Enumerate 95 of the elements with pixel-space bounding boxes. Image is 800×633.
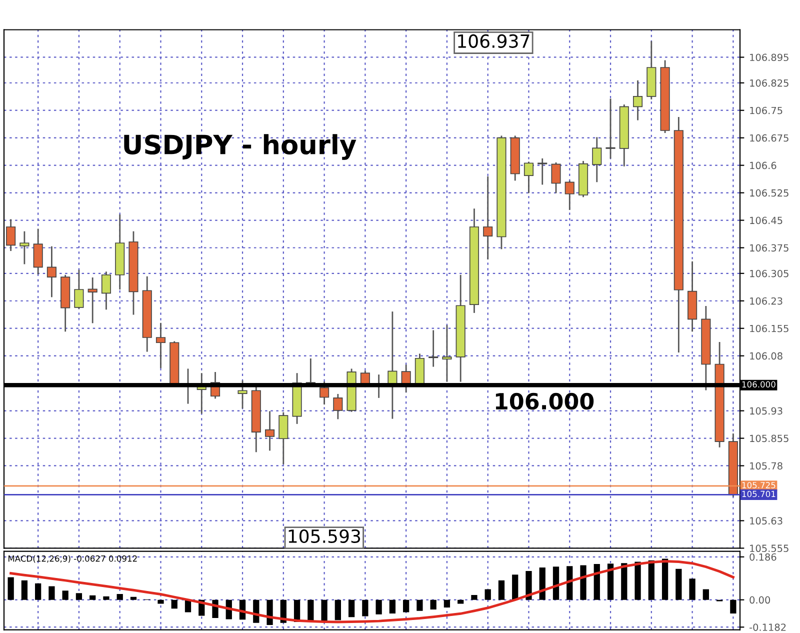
bar — [21, 580, 28, 600]
bar — [376, 600, 382, 614]
bar — [430, 600, 436, 610]
bar — [526, 570, 532, 600]
bar — [634, 562, 641, 600]
candlestick — [278, 412, 288, 464]
bar — [103, 596, 110, 600]
bar — [471, 594, 478, 600]
y-tick-label: 106.375 — [750, 244, 788, 252]
candlestick — [264, 411, 275, 451]
bar — [552, 566, 560, 600]
bar — [321, 600, 328, 621]
bar — [130, 596, 137, 600]
candlestick — [632, 80, 643, 120]
candlestick — [20, 231, 30, 264]
candlestick — [538, 158, 548, 185]
bar — [48, 586, 55, 600]
bar — [607, 564, 614, 600]
y-tick-label: 106.675 — [750, 134, 788, 142]
text: 106.000 — [496, 392, 594, 410]
bar — [8, 577, 14, 600]
y-tick-label: 105.855 — [750, 434, 788, 442]
candlestick — [442, 325, 452, 382]
bar — [403, 600, 410, 612]
y-tick-label: 105.78 — [750, 462, 782, 470]
ref-line-label: 105.701 — [742, 490, 776, 498]
y-tick-label: 106.155 — [750, 324, 788, 332]
bar — [689, 578, 696, 600]
annotation: 106.937 — [458, 34, 530, 48]
bar — [362, 600, 368, 616]
y-tick-label: 106.6 — [750, 162, 776, 170]
ref-line-label: 105.725 — [742, 482, 776, 488]
bar — [416, 600, 423, 611]
bar — [76, 593, 82, 600]
y-tick-label: 106.895 — [750, 54, 788, 62]
y-tick-label: 106.08 — [750, 352, 782, 360]
bar — [580, 565, 586, 600]
bar — [90, 595, 96, 600]
y-tick-label: -0.1182 — [750, 624, 786, 631]
bar — [171, 600, 178, 609]
y-tick-label: 105.555 — [750, 544, 788, 552]
candlestick — [46, 246, 56, 298]
bar — [730, 600, 736, 614]
y-tick-label: 0.00 — [750, 596, 770, 604]
candlestick — [74, 270, 84, 309]
candlestick — [564, 180, 574, 210]
candlestick — [428, 330, 438, 367]
bar — [308, 600, 314, 621]
bar — [539, 568, 546, 600]
bar — [62, 590, 68, 600]
candlestick — [6, 219, 16, 252]
text: USDJPY - hourly — [124, 134, 356, 160]
y-tick-label: 106.825 — [750, 79, 788, 87]
bar — [184, 600, 192, 612]
bar — [621, 563, 628, 600]
bar — [348, 600, 355, 618]
ref-line-label: 106.000 — [742, 381, 776, 388]
bar — [676, 568, 682, 600]
candlestick — [88, 277, 98, 324]
bar — [334, 600, 341, 620]
candlestick — [333, 394, 343, 420]
bar — [484, 589, 491, 600]
bar — [266, 600, 273, 625]
candlestick — [483, 176, 493, 260]
bar — [512, 574, 518, 600]
y-tick-label: 105.63 — [750, 517, 782, 525]
bar — [444, 600, 450, 608]
candlestick — [101, 272, 112, 310]
bar — [498, 580, 505, 600]
annotation: 105.593 — [288, 529, 360, 544]
bar — [662, 558, 668, 600]
candlestick — [606, 98, 616, 159]
candlestick — [524, 162, 534, 194]
bar — [116, 594, 123, 600]
annotation: MACD(12,26,9) -0.0627 0.0912 — [8, 555, 137, 563]
candlestick — [156, 322, 166, 368]
candlestick — [592, 137, 602, 182]
bar — [648, 560, 654, 600]
candlestick — [320, 382, 330, 405]
y-tick-label: 0.186 — [750, 553, 776, 561]
y-tick-label: 106.23 — [750, 297, 782, 305]
candlestick — [238, 380, 248, 409]
bar — [702, 589, 709, 600]
y-tick-label: 106.525 — [750, 189, 788, 197]
candlestick — [33, 228, 43, 274]
bar — [158, 600, 164, 604]
bar — [594, 564, 600, 600]
bar — [389, 600, 396, 614]
y-tick-label: 106.45 — [750, 216, 782, 224]
bar — [566, 566, 573, 600]
y-tick-label: 106.75 — [750, 106, 782, 114]
y-tick-label: 105.93 — [750, 407, 782, 415]
y-tick-label: 106.305 — [750, 270, 788, 278]
bar — [35, 583, 42, 600]
candlestick — [551, 162, 561, 194]
